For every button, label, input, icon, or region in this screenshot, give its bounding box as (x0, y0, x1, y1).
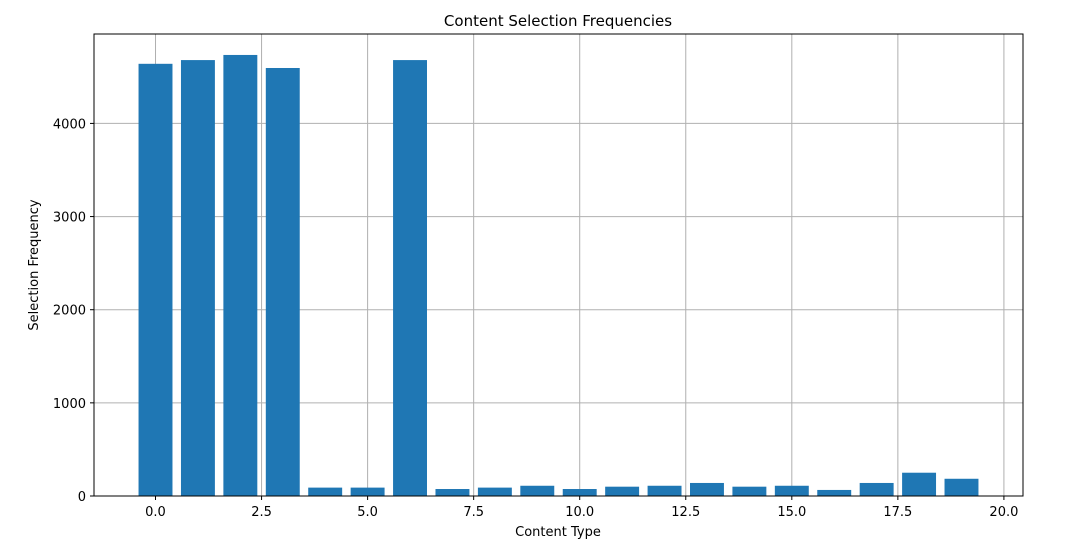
bar-content-type-0 (138, 63, 173, 496)
x-tick-label: 17.5 (883, 505, 912, 520)
bar-content-type-10 (562, 489, 597, 496)
bar-content-type-18 (902, 472, 937, 496)
bar-content-type-17 (859, 482, 894, 496)
y-tick-label: 3000 (53, 211, 86, 226)
x-tick-label: 10.0 (565, 505, 594, 520)
x-tick-label: 0.0 (145, 505, 166, 520)
bar-content-type-11 (605, 486, 640, 496)
bar-content-type-2 (223, 54, 258, 496)
bar-content-type-1 (180, 60, 215, 496)
x-tick-label: 15.0 (777, 505, 806, 520)
bars-layer (138, 54, 979, 496)
bar-content-type-9 (520, 485, 555, 496)
bar-content-type-6 (393, 60, 427, 496)
bar-content-type-5 (350, 487, 385, 496)
bar-content-type-14 (732, 486, 767, 496)
x-tick-label: 20.0 (989, 505, 1018, 520)
y-tick-label: 1000 (53, 397, 86, 412)
bar-content-type-12 (647, 485, 682, 496)
chart-title: Content Selection Frequencies (444, 12, 672, 30)
y-tick-label: 2000 (53, 304, 86, 319)
plot-frame (93, 33, 1024, 497)
y-axis-label: Selection Frequency (27, 199, 42, 331)
x-tick-label: 12.5 (671, 505, 700, 520)
x-tick-label: 5.0 (357, 505, 378, 520)
bar-content-type-7 (435, 489, 470, 496)
y-tick-label: 4000 (53, 117, 86, 132)
bar-content-type-19 (944, 478, 979, 496)
ticks-layer: 0.0 2.5 5.0 7.5 10.0 12.5 15.0 17.5 20.0 0 1000 200… (53, 117, 1018, 520)
x-tick-label: 2.5 (251, 505, 272, 520)
bar-content-type-8 (477, 487, 512, 496)
bar-content-type-4 (308, 487, 343, 496)
x-axis-label: Content Type (515, 525, 601, 540)
x-tick-label: 7.5 (463, 505, 484, 520)
y-tick-label: 0 (78, 490, 86, 505)
bar-content-type-3 (265, 67, 300, 496)
bar-content-type-15 (774, 485, 809, 496)
bar-content-type-13 (690, 482, 724, 496)
bar-content-type-16 (817, 489, 852, 496)
